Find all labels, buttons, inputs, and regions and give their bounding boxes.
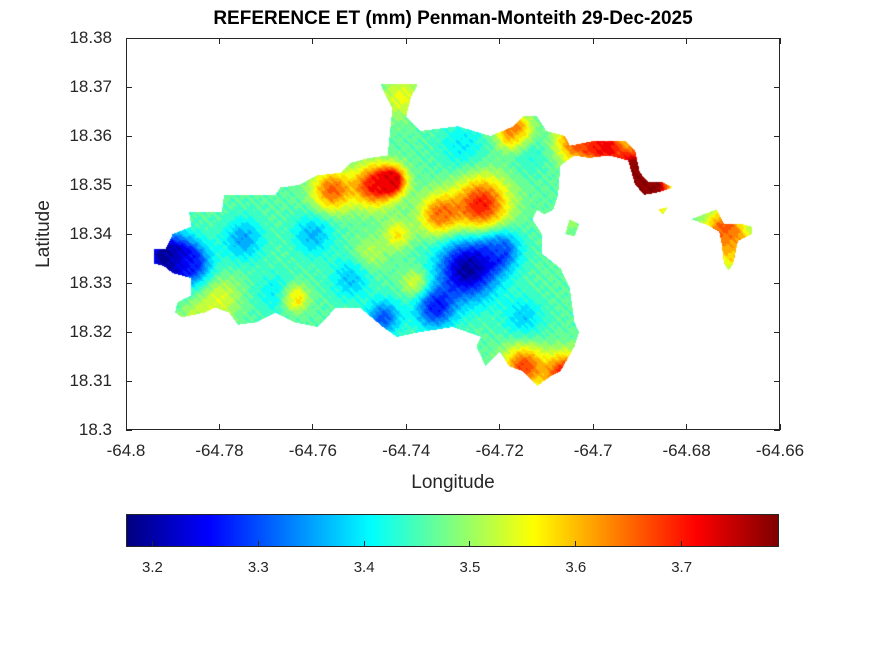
x-tick-label: -64.7 xyxy=(573,441,613,460)
y-tick-mark xyxy=(126,282,132,284)
y-tick-mark xyxy=(126,135,132,137)
colorbar-tick-mark xyxy=(469,541,471,546)
x-tick-mark xyxy=(779,38,781,44)
colorbar-tick-label: 3.7 xyxy=(671,559,693,576)
x-tick-mark xyxy=(499,38,501,44)
colorbar-gradient xyxy=(127,515,778,546)
y-tick-label: 18.31 xyxy=(69,371,112,390)
y-tick-label: 18.35 xyxy=(69,175,112,194)
y-tick-mark xyxy=(126,184,132,186)
x-tick-label: -64.66 xyxy=(755,441,805,460)
y-tick-mark xyxy=(126,86,132,88)
y-tick-label: 18.32 xyxy=(69,322,112,341)
y-tick-label: 18.38 xyxy=(69,28,112,47)
y-axis-label: Latitude xyxy=(33,200,54,268)
x-tick-mark xyxy=(592,38,594,44)
x-tick-mark xyxy=(686,38,688,44)
colorbar xyxy=(126,514,779,547)
x-tick-label: -64.68 xyxy=(662,441,711,460)
x-tick-mark xyxy=(499,424,501,430)
chart-title: REFERENCE ET (mm) Penman-Monteith 29-Dec… xyxy=(213,8,693,29)
y-tick-mark xyxy=(126,380,132,382)
y-tick-mark xyxy=(774,380,780,382)
y-tick-label: 18.33 xyxy=(69,273,112,292)
x-tick-mark xyxy=(405,424,407,430)
x-tick-mark xyxy=(686,424,688,430)
x-tick-label: -64.76 xyxy=(288,441,337,460)
et-contour-map xyxy=(127,39,779,429)
x-tick-mark xyxy=(779,424,781,430)
y-tick-mark xyxy=(774,37,780,39)
y-tick-mark xyxy=(774,282,780,284)
colorbar-tick-label: 3.2 xyxy=(142,559,163,576)
y-tick-mark xyxy=(774,86,780,88)
x-tick-mark xyxy=(218,38,220,44)
x-tick-label: -64.8 xyxy=(106,441,146,460)
colorbar-tick-label: 3.3 xyxy=(247,559,269,576)
x-tick-label: -64.74 xyxy=(382,441,431,460)
y-tick-mark xyxy=(126,37,132,39)
y-tick-mark xyxy=(774,135,780,137)
y-tick-label: 18.34 xyxy=(69,224,112,243)
y-tick-mark xyxy=(126,233,132,235)
colorbar-tick-label: 3.6 xyxy=(565,559,587,576)
x-tick-label: -64.72 xyxy=(475,441,524,460)
y-tick-mark xyxy=(774,184,780,186)
y-tick-mark xyxy=(774,429,780,431)
x-tick-mark xyxy=(125,424,127,430)
x-tick-mark xyxy=(592,424,594,430)
y-tick-label: 18.3 xyxy=(78,420,112,439)
colorbar-tick-mark xyxy=(575,541,577,546)
y-tick-label: 18.36 xyxy=(69,126,112,145)
y-tick-label: 18.37 xyxy=(69,77,112,96)
colorbar-tick-mark xyxy=(363,541,365,546)
colorbar-tick-label: 3.4 xyxy=(353,559,375,576)
x-tick-mark xyxy=(312,38,314,44)
y-tick-mark xyxy=(774,331,780,333)
x-tick-label: -64.78 xyxy=(195,441,244,460)
y-tick-mark xyxy=(126,331,132,333)
colorbar-tick-mark xyxy=(681,541,683,546)
colorbar-tick-mark xyxy=(257,541,259,546)
x-tick-mark xyxy=(312,424,314,430)
y-tick-mark xyxy=(126,429,132,431)
colorbar-tick-label: 3.5 xyxy=(459,559,481,576)
x-axis-label: Longitude xyxy=(411,472,495,493)
colorbar-tick-mark xyxy=(151,541,153,546)
map-axes xyxy=(126,38,780,430)
x-tick-mark xyxy=(218,424,220,430)
y-tick-mark xyxy=(774,233,780,235)
x-tick-mark xyxy=(125,38,127,44)
x-tick-mark xyxy=(405,38,407,44)
